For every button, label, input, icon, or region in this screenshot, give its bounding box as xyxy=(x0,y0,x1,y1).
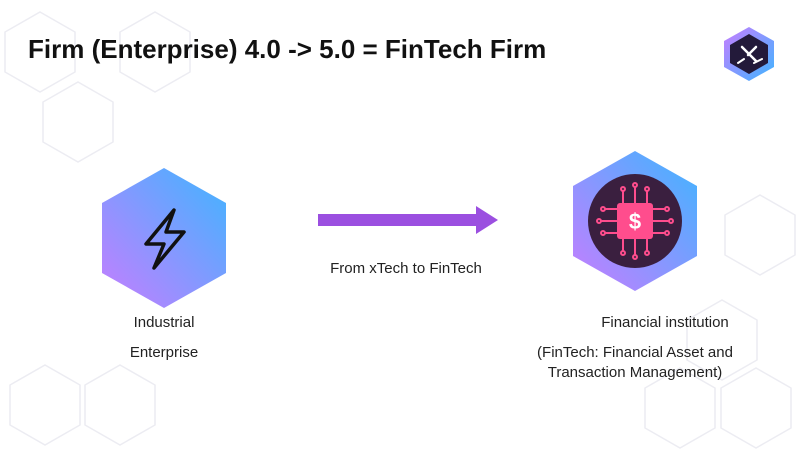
right-node-label-line1: Financial institution xyxy=(601,314,729,331)
bg-hexagon xyxy=(4,11,76,93)
bg-hexagon xyxy=(119,11,191,93)
transition-arrow xyxy=(318,206,498,234)
bg-hexagon xyxy=(686,299,758,381)
left-node-label-line1: Industrial xyxy=(133,314,195,331)
right-node-label-line3: Transaction Management) xyxy=(547,364,723,381)
right-node-label-line2: (FinTech: Financial Asset and xyxy=(537,344,733,361)
bg-hexagon xyxy=(9,364,81,446)
financial-institution-hexagon: $ xyxy=(573,151,697,291)
bg-hexagon xyxy=(724,194,796,276)
bg-hexagon xyxy=(720,367,792,449)
industrial-enterprise-hexagon xyxy=(102,168,226,308)
arrow-label: From xTech to FinTech xyxy=(330,260,482,277)
bg-hexagon xyxy=(84,364,156,446)
left-node-label-line2: Enterprise xyxy=(129,344,199,361)
lightning-icon xyxy=(144,208,186,270)
brand-logo-icon xyxy=(724,27,774,81)
bg-hexagon xyxy=(644,367,716,449)
slide-title: Firm (Enterprise) 4.0 -> 5.0 = FinTech F… xyxy=(28,34,547,64)
dollar-chip-icon: $ xyxy=(588,174,682,268)
bg-hexagon xyxy=(42,81,114,163)
svg-text:$: $ xyxy=(629,209,641,234)
